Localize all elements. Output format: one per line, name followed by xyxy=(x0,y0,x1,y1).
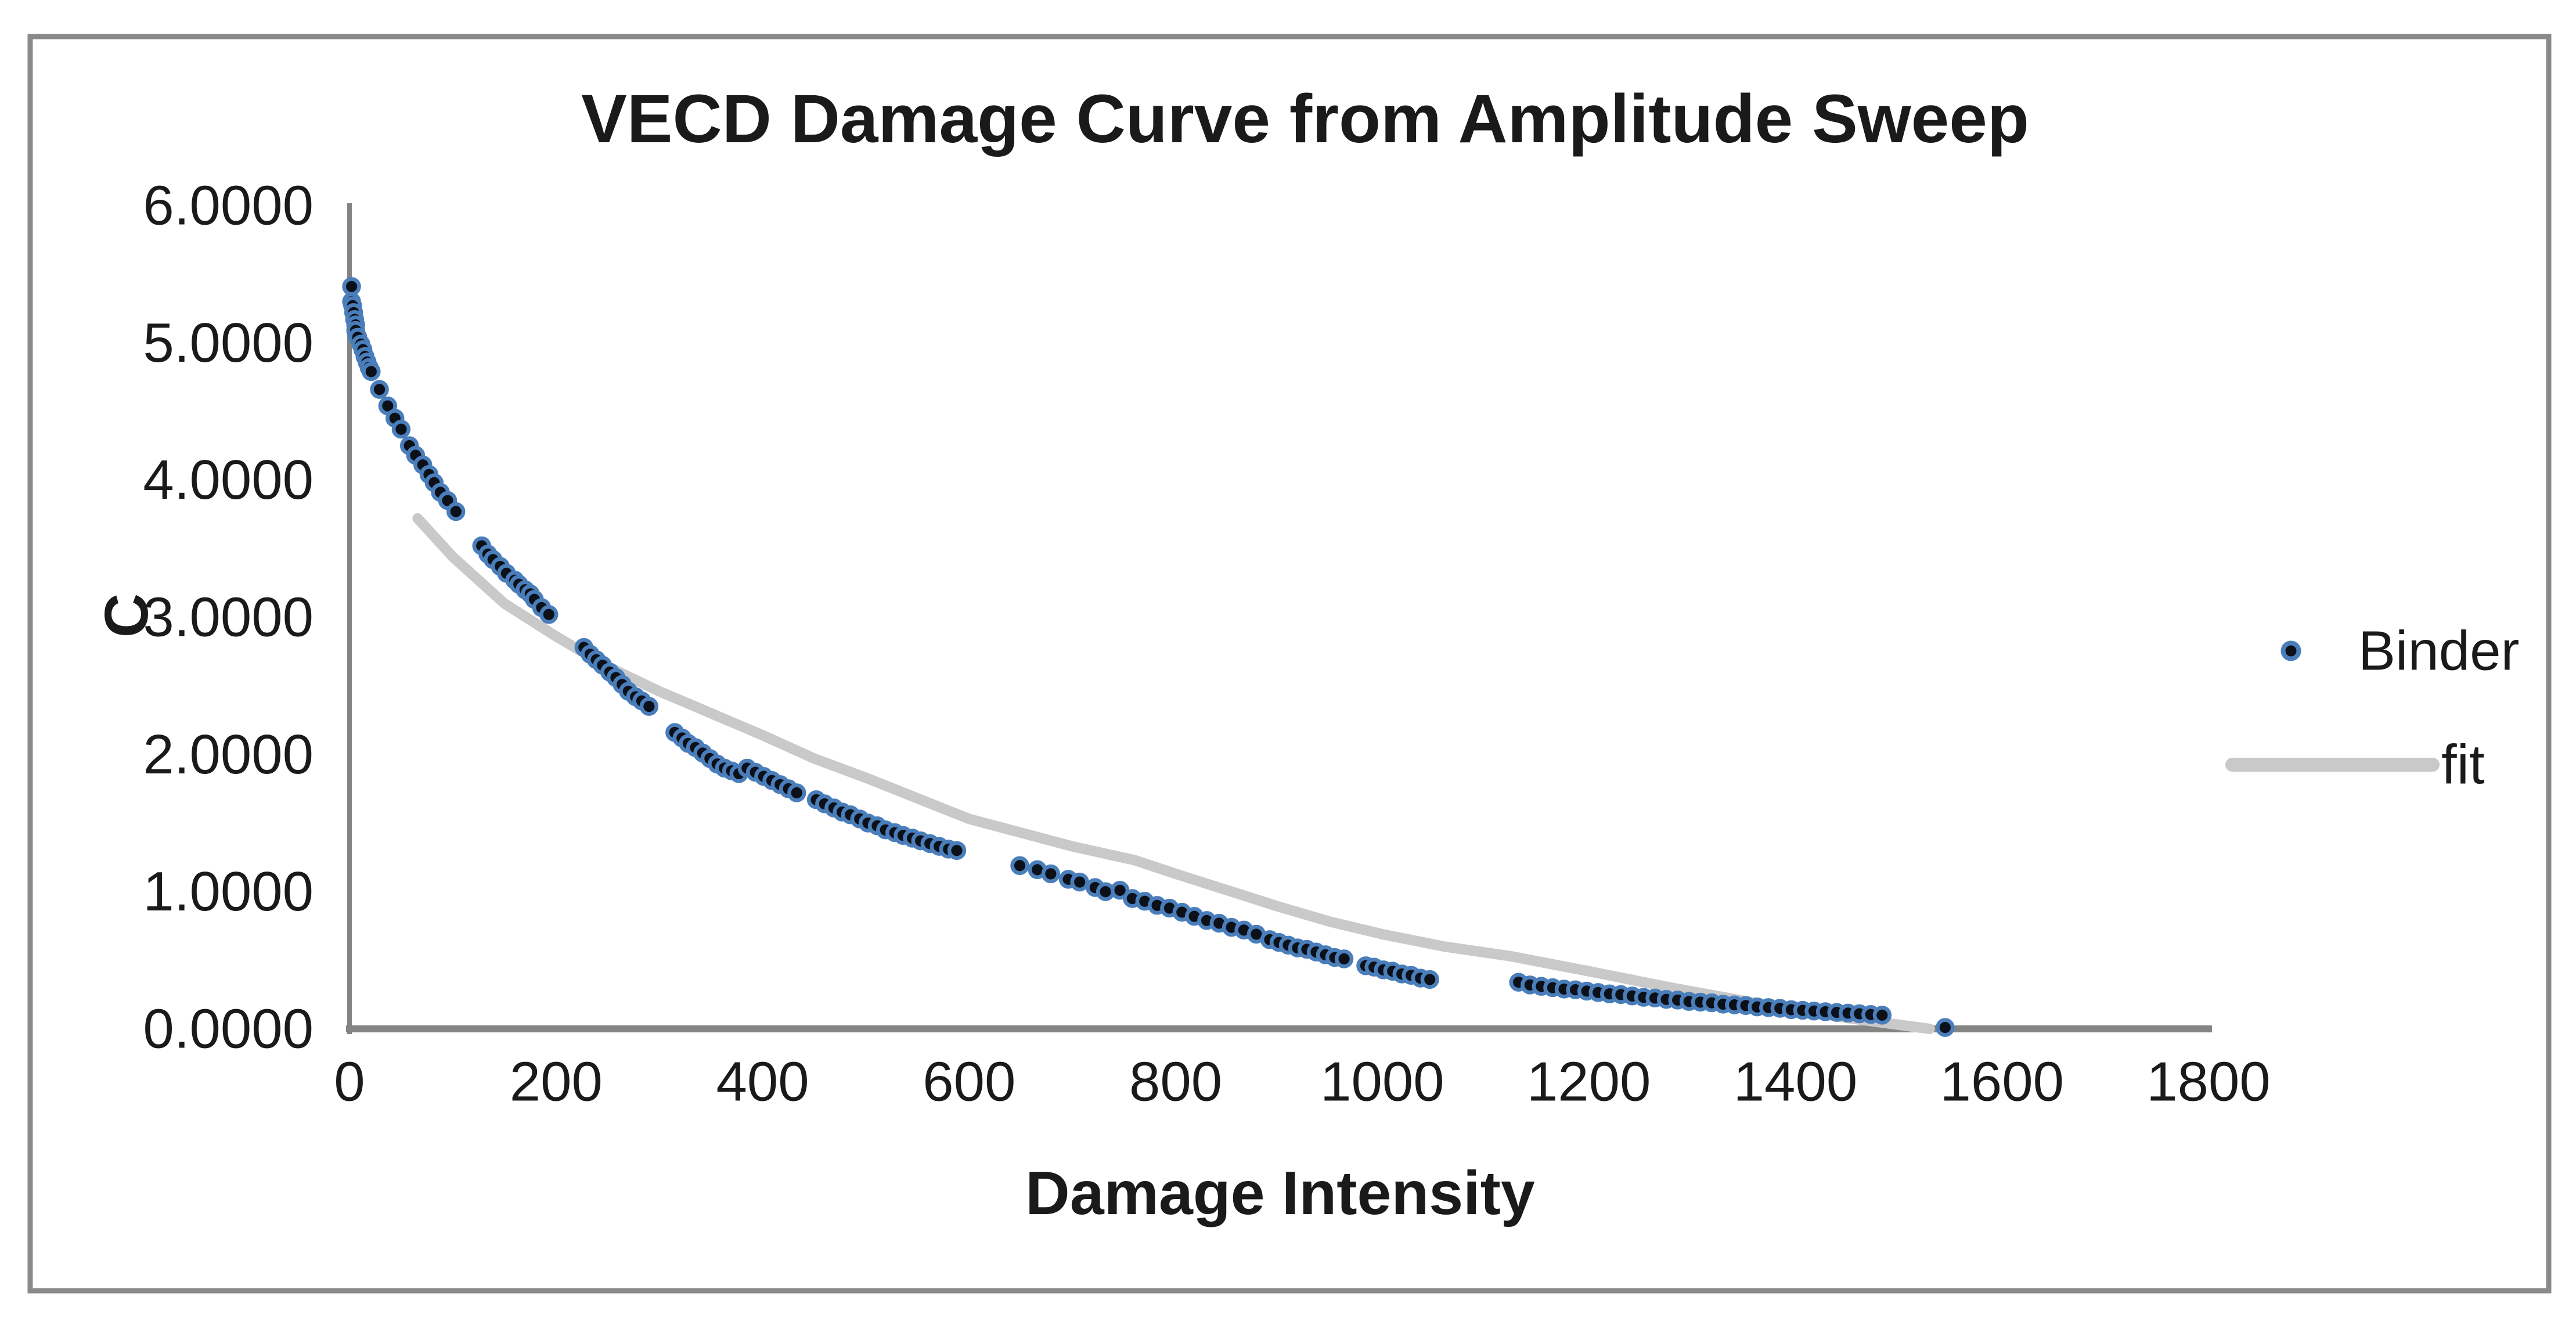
x-tick-label: 1800 xyxy=(2146,1051,2271,1113)
chart-title: VECD Damage Curve from Amplitude Sweep xyxy=(581,81,2029,157)
binder-data-point xyxy=(1110,881,1130,900)
binder-data-point xyxy=(370,380,389,399)
binder-data-point xyxy=(1936,1018,1955,1037)
legend: Binder fit xyxy=(2225,620,2520,796)
binder-data-point xyxy=(947,841,967,860)
y-tick-label: 4.0000 xyxy=(143,449,314,511)
x-axis-tick-labels: 0 200 400 600 800 1000 1200 1400 1600 1800 xyxy=(334,1051,2270,1113)
binder-data-point xyxy=(787,783,806,802)
x-tick-label: 1000 xyxy=(1320,1051,1444,1113)
chart-border xyxy=(27,34,2552,1294)
binder-data-point xyxy=(1872,1006,1892,1025)
binder-data-point xyxy=(1334,949,1354,968)
x-tick-label: 200 xyxy=(510,1051,603,1113)
x-tick-label: 400 xyxy=(716,1051,809,1113)
binder-data-point xyxy=(1420,970,1439,989)
y-tick-label: 6.0000 xyxy=(143,175,314,237)
binder-data-point xyxy=(446,502,466,521)
x-tick-label: 800 xyxy=(1129,1051,1222,1113)
y-axis-tick-labels: 6.0000 5.0000 4.0000 3.0000 2.0000 1.0000 0.00… xyxy=(143,175,314,1060)
y-tick-label: 5.0000 xyxy=(143,312,314,374)
y-axis-title: C xyxy=(92,593,161,638)
legend-binder-marker-icon xyxy=(2280,640,2301,661)
x-tick-label: 0 xyxy=(334,1051,365,1113)
x-axis-title: Damage Intensity xyxy=(1025,1159,1535,1227)
fit-line-series xyxy=(412,513,1935,1034)
legend-binder-label: Binder xyxy=(2358,620,2520,682)
binder-data-point xyxy=(639,697,659,716)
binder-data-point xyxy=(342,277,361,296)
binder-data-point xyxy=(391,420,411,439)
y-tick-label: 1.0000 xyxy=(143,860,314,923)
x-tick-label: 600 xyxy=(923,1051,1015,1113)
x-tick-label: 1400 xyxy=(1734,1051,1858,1113)
binder-data-point xyxy=(539,605,559,624)
y-tick-label: 3.0000 xyxy=(143,586,314,649)
binder-data-point xyxy=(1070,872,1089,892)
binder-scatter-series xyxy=(342,277,1955,1037)
y-tick-label: 0.0000 xyxy=(143,998,314,1060)
binder-data-point xyxy=(362,362,381,381)
binder-data-point xyxy=(1041,864,1061,884)
y-tick-label: 2.0000 xyxy=(143,723,314,786)
legend-fit-label: fit xyxy=(2441,734,2485,796)
x-tick-label: 1600 xyxy=(1940,1051,2064,1113)
binder-data-point xyxy=(1010,856,1029,875)
x-tick-label: 1200 xyxy=(1527,1051,1651,1113)
